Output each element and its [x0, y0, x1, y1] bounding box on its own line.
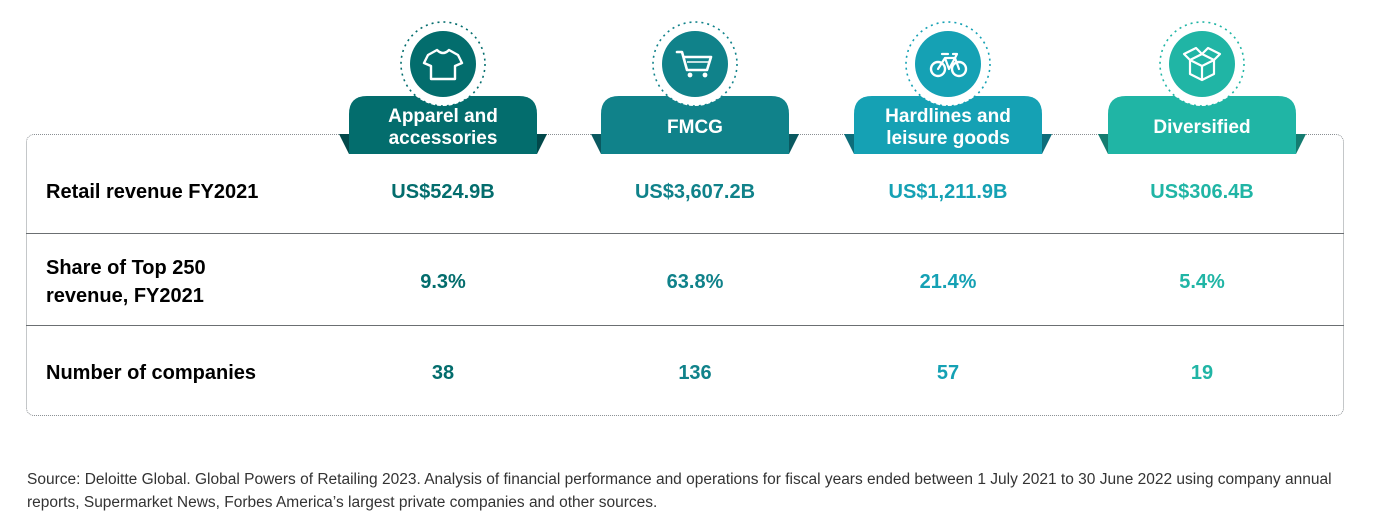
row-label-retail-revenue: Retail revenue FY2021: [46, 181, 259, 203]
shopping-cart-icon: [675, 50, 713, 78]
column-header-2: Hardlines and leisure goods: [844, 10, 1052, 156]
table-cell-r1-c2: 21.4%: [919, 271, 977, 293]
column-header-label: Hardlines and leisure goods: [885, 106, 1011, 149]
column-header-label: Diversified: [1153, 117, 1251, 138]
column-header-label: FMCG: [667, 117, 723, 138]
row-label-number-of-companies: Number of companies: [46, 362, 257, 384]
column-header-shape: [1098, 21, 1306, 154]
row-divider: [26, 233, 1344, 234]
column-header-3: Diversified: [1098, 10, 1306, 156]
column-header-1: FMCG: [591, 10, 799, 156]
box-icon: [1182, 46, 1222, 82]
row-label-share-of-revenue: Share of Top 250 revenue, FY2021: [46, 257, 206, 307]
column-header-shape: [339, 21, 547, 154]
tshirt-icon: [422, 48, 464, 81]
column-header-label: Apparel and accessories: [388, 106, 498, 149]
column-header-0: Apparel and accessories: [339, 10, 547, 156]
row-divider: [26, 325, 1344, 326]
bicycle-icon: [929, 52, 968, 78]
table-cell-r2-c2: 57: [936, 362, 960, 384]
table-cell-r0-c3: US$306.4B: [1150, 181, 1254, 203]
table-cell-r0-c2: US$1,211.9B: [888, 181, 1008, 203]
source-note: Source: Deloitte Global. Global Powers o…: [27, 471, 1332, 511]
table-cell-r0-c1: US$3,607.2B: [634, 181, 756, 203]
table-cell-r2-c3: 19: [1190, 362, 1214, 384]
table-cell-r0-c0: US$524.9B: [391, 181, 495, 203]
table-cell-r2-c0: 38: [431, 362, 455, 384]
table-cell-r1-c1: 63.8%: [666, 271, 724, 293]
table-cell-r1-c3: 5.4%: [1179, 271, 1225, 293]
table-cell-r2-c1: 136: [678, 362, 712, 384]
table-cell-r1-c0: 9.3%: [420, 271, 466, 293]
column-header-shape: [591, 21, 799, 154]
